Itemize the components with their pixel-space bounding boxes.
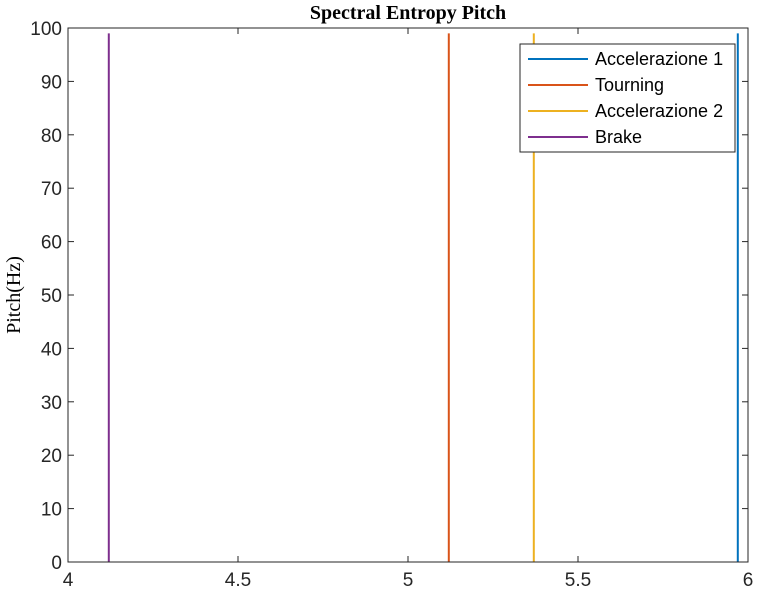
x-tick-label: 4 bbox=[63, 570, 74, 591]
y-tick-label: 90 bbox=[41, 72, 62, 93]
y-axis-label: Pitch(Hz) bbox=[3, 256, 25, 334]
y-tick-label: 20 bbox=[41, 446, 62, 467]
y-tick-label: 40 bbox=[41, 339, 62, 360]
chart-title: Spectral Entropy Pitch bbox=[310, 2, 506, 24]
y-tick-label: 80 bbox=[41, 126, 62, 147]
x-tick-label: 6 bbox=[743, 570, 754, 591]
y-tick-label: 60 bbox=[41, 233, 62, 254]
y-tick-label: 70 bbox=[41, 179, 62, 200]
y-tick-label: 50 bbox=[41, 286, 62, 307]
y-tick-label: 10 bbox=[41, 500, 62, 521]
legend[interactable]: Accelerazione 1 Tourning Accelerazione 2 Br… bbox=[519, 43, 736, 153]
legend-entry-1: Accelerazione 1 bbox=[595, 49, 723, 69]
y-tick-label: 0 bbox=[51, 553, 62, 574]
y-tick-label: 30 bbox=[41, 393, 62, 414]
y-tick-label: 100 bbox=[30, 19, 62, 40]
legend-entry-2: Tourning bbox=[595, 75, 664, 95]
x-tick-label: 5.5 bbox=[565, 570, 591, 591]
x-tick-label: 5 bbox=[403, 570, 414, 591]
legend-entry-4: Brake bbox=[595, 127, 642, 147]
legend-box bbox=[519, 43, 736, 153]
legend-entry-3: Accelerazione 2 bbox=[595, 101, 723, 121]
x-tick-label: 4.5 bbox=[225, 570, 251, 591]
